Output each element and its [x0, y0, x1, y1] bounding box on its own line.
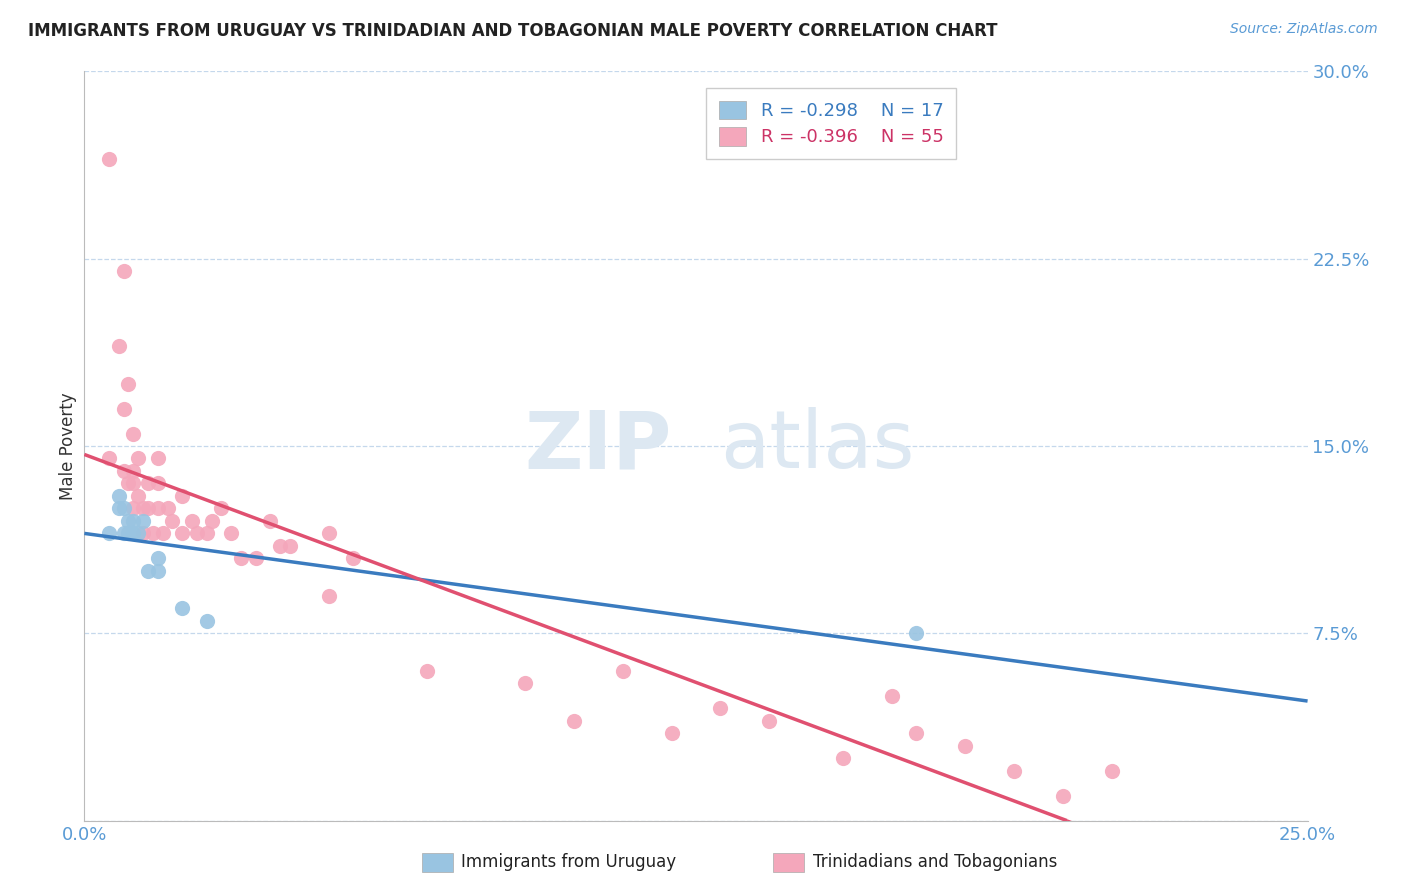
Point — [195, 614, 218, 628]
Point — [1101, 764, 1123, 778]
Point — [122, 426, 145, 441]
Point — [146, 476, 169, 491]
Point — [172, 601, 194, 615]
Point — [162, 514, 184, 528]
Point — [186, 526, 208, 541]
Point — [172, 489, 194, 503]
Point — [132, 514, 155, 528]
Point — [905, 626, 928, 640]
Point — [136, 476, 159, 491]
Text: Immigrants from Uruguay: Immigrants from Uruguay — [461, 853, 676, 871]
Point — [905, 726, 928, 740]
Point — [146, 451, 169, 466]
Point — [97, 526, 120, 541]
Point — [97, 451, 120, 466]
Point — [416, 664, 439, 678]
Point — [122, 526, 145, 541]
Text: IMMIGRANTS FROM URUGUAY VS TRINIDADIAN AND TOBAGONIAN MALE POVERTY CORRELATION C: IMMIGRANTS FROM URUGUAY VS TRINIDADIAN A… — [28, 22, 998, 40]
Point — [117, 526, 139, 541]
Point — [195, 526, 218, 541]
Legend: R = -0.298    N = 17, R = -0.396    N = 55: R = -0.298 N = 17, R = -0.396 N = 55 — [706, 88, 956, 159]
Point — [112, 464, 135, 478]
Point — [342, 551, 364, 566]
Point — [132, 526, 155, 541]
Point — [318, 526, 340, 541]
Point — [122, 514, 145, 528]
Y-axis label: Male Poverty: Male Poverty — [59, 392, 77, 500]
Point — [318, 589, 340, 603]
Point — [112, 526, 135, 541]
Point — [132, 501, 155, 516]
Point — [562, 714, 585, 728]
Point — [953, 739, 976, 753]
Point — [229, 551, 252, 566]
Point — [97, 152, 120, 166]
Point — [880, 689, 903, 703]
Point — [112, 401, 135, 416]
Point — [245, 551, 267, 566]
Point — [612, 664, 634, 678]
Point — [122, 476, 145, 491]
Point — [112, 501, 135, 516]
Point — [172, 526, 194, 541]
Point — [107, 489, 129, 503]
Point — [117, 514, 139, 528]
Point — [146, 501, 169, 516]
Point — [1052, 789, 1074, 803]
Point — [136, 501, 159, 516]
Text: Trinidadians and Tobagonians: Trinidadians and Tobagonians — [813, 853, 1057, 871]
Point — [200, 514, 222, 528]
Point — [209, 501, 232, 516]
Point — [269, 539, 291, 553]
Point — [219, 526, 242, 541]
Point — [259, 514, 281, 528]
Point — [661, 726, 683, 740]
Text: ZIP: ZIP — [524, 407, 672, 485]
Point — [831, 751, 853, 765]
Point — [127, 451, 149, 466]
Point — [156, 501, 179, 516]
Point — [142, 526, 165, 541]
Point — [278, 539, 301, 553]
Point — [758, 714, 780, 728]
Point — [146, 564, 169, 578]
Point — [117, 476, 139, 491]
Point — [127, 526, 149, 541]
Point — [513, 676, 536, 690]
Text: Source: ZipAtlas.com: Source: ZipAtlas.com — [1230, 22, 1378, 37]
Point — [709, 701, 731, 715]
Point — [181, 514, 204, 528]
Point — [152, 526, 174, 541]
Point — [146, 551, 169, 566]
Point — [107, 501, 129, 516]
Point — [112, 264, 135, 278]
Point — [1002, 764, 1025, 778]
Point — [127, 489, 149, 503]
Text: atlas: atlas — [720, 407, 915, 485]
Point — [122, 501, 145, 516]
Point — [117, 376, 139, 391]
Point — [122, 464, 145, 478]
Point — [107, 339, 129, 353]
Point — [136, 564, 159, 578]
